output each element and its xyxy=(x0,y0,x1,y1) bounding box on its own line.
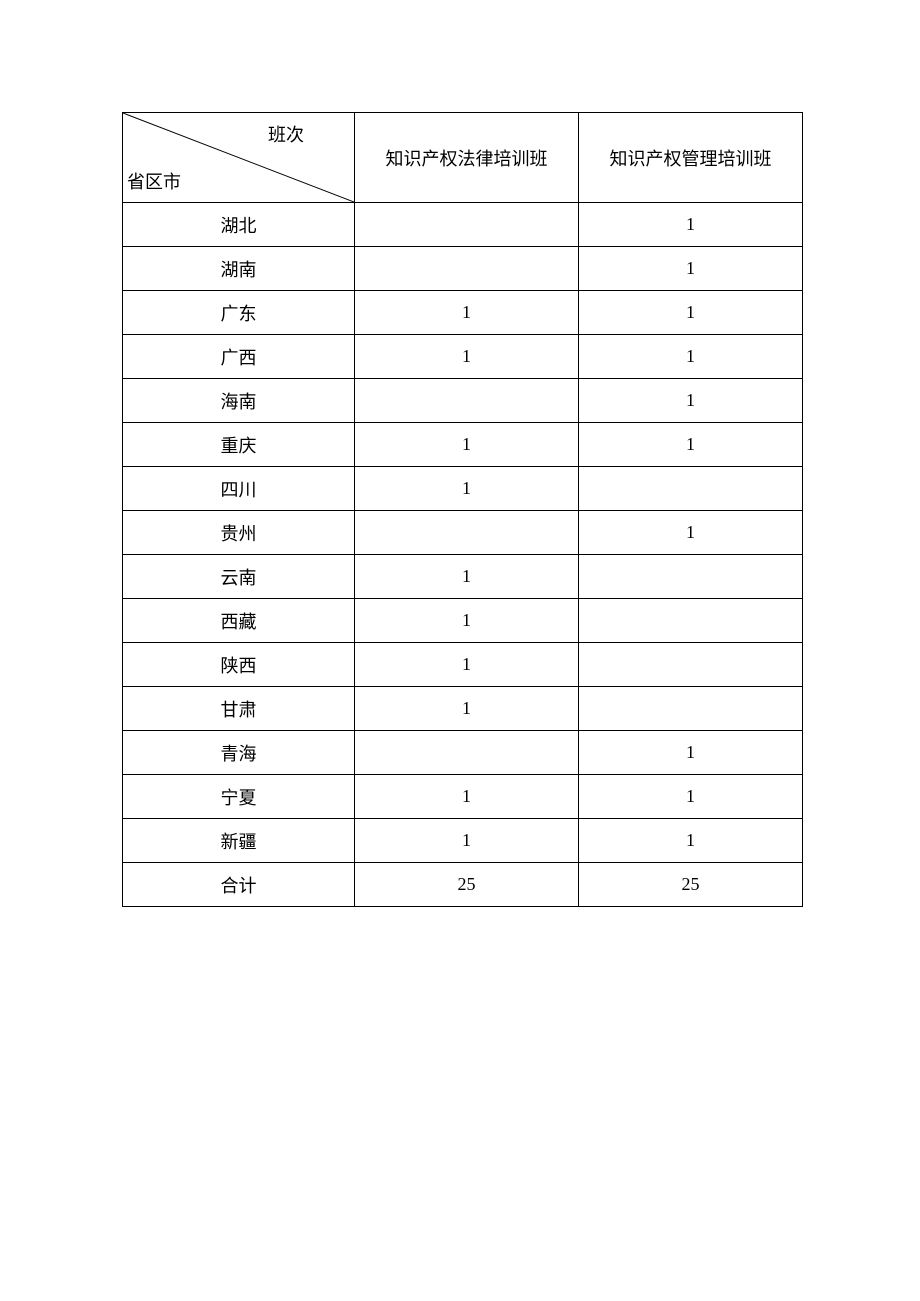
header-province-label: 省区市 xyxy=(127,168,181,194)
header-class-label: 班次 xyxy=(268,121,304,147)
law-cell xyxy=(355,379,579,423)
table-row: 甘肃 1 xyxy=(123,687,803,731)
law-cell xyxy=(355,247,579,291)
province-cell: 贵州 xyxy=(123,511,355,555)
table-row: 湖南 1 xyxy=(123,247,803,291)
table-row: 广东 1 1 xyxy=(123,291,803,335)
mgmt-cell: 1 xyxy=(579,291,803,335)
mgmt-cell: 1 xyxy=(579,247,803,291)
diagonal-header-cell: 班次 省区市 xyxy=(123,113,355,203)
province-cell: 广西 xyxy=(123,335,355,379)
law-cell: 1 xyxy=(355,335,579,379)
province-cell: 海南 xyxy=(123,379,355,423)
province-cell: 云南 xyxy=(123,555,355,599)
province-cell: 陕西 xyxy=(123,643,355,687)
table-row: 云南 1 xyxy=(123,555,803,599)
law-cell xyxy=(355,731,579,775)
table-row: 青海 1 xyxy=(123,731,803,775)
table-header-row: 班次 省区市 知识产权法律培训班 知识产权管理培训班 xyxy=(123,113,803,203)
mgmt-cell: 1 xyxy=(579,203,803,247)
province-cell: 青海 xyxy=(123,731,355,775)
province-cell: 湖北 xyxy=(123,203,355,247)
mgmt-cell: 1 xyxy=(579,731,803,775)
mgmt-cell xyxy=(579,687,803,731)
header-mgmt-column: 知识产权管理培训班 xyxy=(579,113,803,203)
mgmt-cell: 1 xyxy=(579,423,803,467)
mgmt-cell: 1 xyxy=(579,819,803,863)
province-cell: 宁夏 xyxy=(123,775,355,819)
law-cell: 1 xyxy=(355,599,579,643)
law-cell xyxy=(355,511,579,555)
province-cell: 合计 xyxy=(123,863,355,907)
province-cell: 新疆 xyxy=(123,819,355,863)
table-row: 四川 1 xyxy=(123,467,803,511)
table-row: 陕西 1 xyxy=(123,643,803,687)
table-row: 广西 1 1 xyxy=(123,335,803,379)
law-cell xyxy=(355,203,579,247)
table-row: 新疆 1 1 xyxy=(123,819,803,863)
table-row: 西藏 1 xyxy=(123,599,803,643)
law-cell: 1 xyxy=(355,819,579,863)
law-cell: 1 xyxy=(355,291,579,335)
mgmt-cell xyxy=(579,555,803,599)
training-allocation-table: 班次 省区市 知识产权法律培训班 知识产权管理培训班 湖北 1 湖南 1 广东 … xyxy=(122,112,802,907)
mgmt-cell: 1 xyxy=(579,511,803,555)
law-cell: 1 xyxy=(355,687,579,731)
table-row: 重庆 1 1 xyxy=(123,423,803,467)
table-row: 海南 1 xyxy=(123,379,803,423)
province-cell: 甘肃 xyxy=(123,687,355,731)
header-law-column: 知识产权法律培训班 xyxy=(355,113,579,203)
province-cell: 湖南 xyxy=(123,247,355,291)
mgmt-cell: 25 xyxy=(579,863,803,907)
province-cell: 广东 xyxy=(123,291,355,335)
data-table: 班次 省区市 知识产权法律培训班 知识产权管理培训班 湖北 1 湖南 1 广东 … xyxy=(122,112,803,907)
table-row: 湖北 1 xyxy=(123,203,803,247)
law-cell: 1 xyxy=(355,643,579,687)
law-cell: 1 xyxy=(355,423,579,467)
table-row-total: 合计 25 25 xyxy=(123,863,803,907)
mgmt-cell: 1 xyxy=(579,335,803,379)
province-cell: 西藏 xyxy=(123,599,355,643)
table-body: 湖北 1 湖南 1 广东 1 1 广西 1 1 海南 1 xyxy=(123,203,803,907)
law-cell: 1 xyxy=(355,467,579,511)
mgmt-cell xyxy=(579,467,803,511)
law-cell: 25 xyxy=(355,863,579,907)
table-row: 贵州 1 xyxy=(123,511,803,555)
province-cell: 重庆 xyxy=(123,423,355,467)
mgmt-cell xyxy=(579,643,803,687)
table-row: 宁夏 1 1 xyxy=(123,775,803,819)
mgmt-cell: 1 xyxy=(579,379,803,423)
law-cell: 1 xyxy=(355,555,579,599)
province-cell: 四川 xyxy=(123,467,355,511)
mgmt-cell: 1 xyxy=(579,775,803,819)
mgmt-cell xyxy=(579,599,803,643)
law-cell: 1 xyxy=(355,775,579,819)
